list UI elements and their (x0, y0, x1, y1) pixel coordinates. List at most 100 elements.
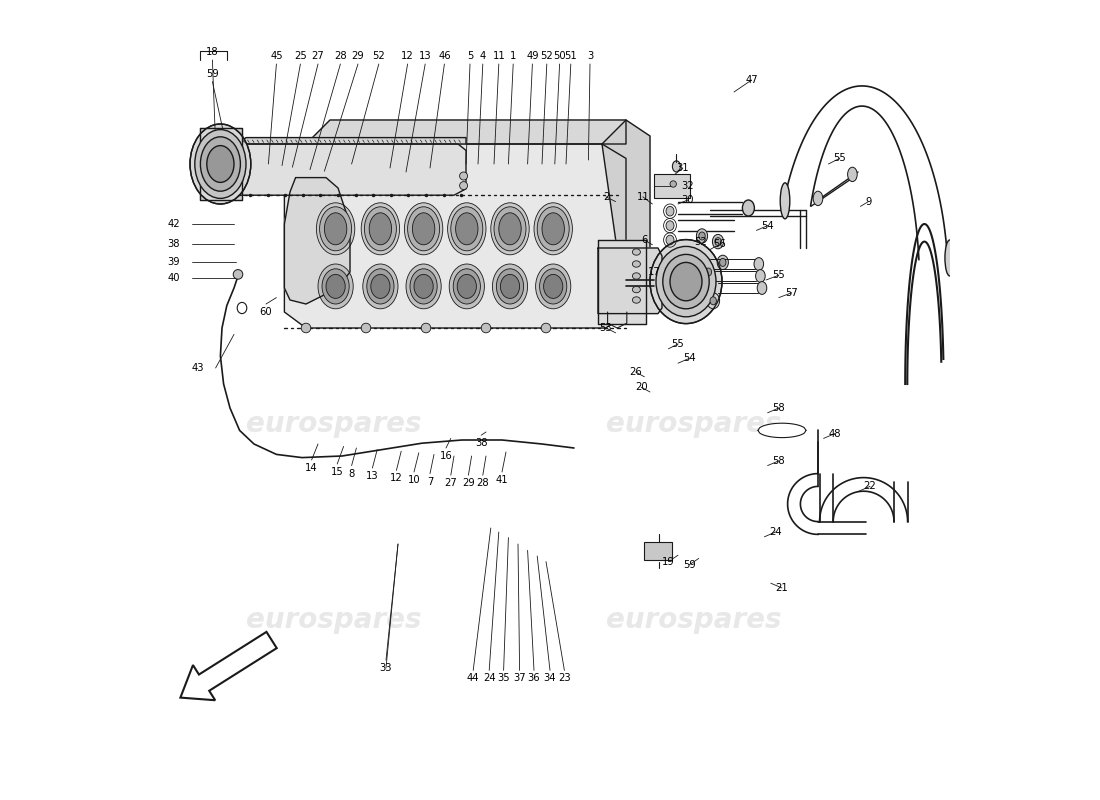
Ellipse shape (536, 264, 571, 309)
Ellipse shape (500, 274, 519, 298)
Ellipse shape (701, 286, 707, 294)
Ellipse shape (632, 261, 640, 267)
Ellipse shape (697, 282, 710, 298)
Text: 10: 10 (408, 475, 420, 485)
Ellipse shape (670, 262, 702, 301)
Text: 18: 18 (206, 47, 219, 57)
Text: 49: 49 (526, 51, 539, 61)
Text: 22: 22 (864, 482, 877, 491)
Ellipse shape (324, 213, 346, 245)
Polygon shape (785, 86, 947, 259)
FancyArrow shape (180, 632, 277, 700)
Bar (645, 542, 672, 560)
Text: 52: 52 (540, 51, 553, 61)
Polygon shape (788, 474, 818, 534)
Polygon shape (285, 178, 350, 304)
Ellipse shape (317, 203, 355, 255)
Text: 42: 42 (167, 219, 180, 229)
Ellipse shape (707, 293, 719, 309)
Ellipse shape (414, 274, 433, 298)
Text: 37: 37 (514, 674, 526, 683)
Ellipse shape (455, 213, 478, 245)
Ellipse shape (632, 286, 640, 293)
Text: 35: 35 (497, 674, 510, 683)
Text: 13: 13 (366, 471, 378, 481)
Polygon shape (285, 144, 626, 328)
Text: 41: 41 (496, 475, 508, 485)
Text: 29: 29 (352, 51, 364, 61)
Ellipse shape (848, 167, 857, 182)
Ellipse shape (366, 269, 394, 304)
Ellipse shape (361, 203, 399, 255)
Text: 26: 26 (629, 367, 642, 377)
Ellipse shape (537, 207, 569, 251)
Ellipse shape (481, 323, 491, 333)
Text: 52: 52 (373, 51, 385, 61)
Text: 5: 5 (466, 51, 473, 61)
Ellipse shape (534, 203, 572, 255)
Ellipse shape (496, 269, 524, 304)
Polygon shape (820, 478, 908, 522)
Text: 24: 24 (483, 674, 495, 683)
Text: 38: 38 (167, 239, 180, 249)
Text: 12: 12 (390, 474, 403, 483)
Text: 16: 16 (440, 451, 452, 461)
Ellipse shape (703, 265, 714, 279)
Text: 23: 23 (558, 674, 571, 683)
Ellipse shape (717, 255, 728, 270)
Ellipse shape (719, 258, 726, 266)
Ellipse shape (666, 221, 674, 230)
Text: 2: 2 (603, 192, 609, 202)
Text: 27: 27 (444, 478, 458, 488)
Text: 3: 3 (587, 51, 593, 61)
Ellipse shape (200, 137, 241, 191)
Ellipse shape (322, 269, 349, 304)
Polygon shape (598, 248, 662, 314)
Ellipse shape (945, 240, 955, 276)
Text: 33: 33 (379, 663, 393, 673)
Ellipse shape (233, 270, 243, 279)
Text: 54: 54 (683, 354, 695, 363)
Ellipse shape (710, 297, 716, 305)
Ellipse shape (632, 249, 640, 255)
Polygon shape (199, 128, 242, 200)
Text: 11: 11 (637, 192, 649, 202)
Ellipse shape (713, 234, 724, 249)
Ellipse shape (318, 264, 353, 309)
Ellipse shape (757, 282, 767, 294)
Ellipse shape (688, 274, 694, 282)
Ellipse shape (541, 323, 551, 333)
Text: 59: 59 (683, 560, 695, 570)
Text: 50: 50 (553, 51, 565, 61)
Text: 17: 17 (648, 267, 660, 277)
Ellipse shape (408, 207, 440, 251)
Text: 12: 12 (402, 51, 414, 61)
Ellipse shape (458, 274, 476, 298)
Ellipse shape (672, 161, 681, 172)
Text: 55: 55 (772, 270, 785, 280)
Text: 15: 15 (331, 467, 343, 477)
Ellipse shape (780, 183, 790, 219)
Ellipse shape (412, 213, 434, 245)
Ellipse shape (460, 172, 467, 180)
Text: 32: 32 (681, 181, 694, 190)
Text: 1: 1 (510, 51, 516, 61)
Ellipse shape (754, 258, 763, 270)
Text: 58: 58 (772, 456, 785, 466)
Text: 45: 45 (271, 51, 283, 61)
Ellipse shape (449, 264, 484, 309)
Text: eurospares: eurospares (246, 606, 421, 634)
Text: 27: 27 (311, 51, 324, 61)
Text: 51: 51 (564, 51, 578, 61)
Text: 59: 59 (206, 69, 219, 78)
Ellipse shape (371, 274, 390, 298)
Text: 7: 7 (427, 477, 433, 486)
Text: 20: 20 (635, 382, 648, 392)
Polygon shape (598, 240, 646, 324)
Ellipse shape (453, 269, 481, 304)
Text: 46: 46 (438, 51, 451, 61)
Text: 56: 56 (713, 239, 726, 249)
Ellipse shape (666, 235, 674, 245)
Ellipse shape (493, 264, 528, 309)
Polygon shape (230, 144, 466, 195)
